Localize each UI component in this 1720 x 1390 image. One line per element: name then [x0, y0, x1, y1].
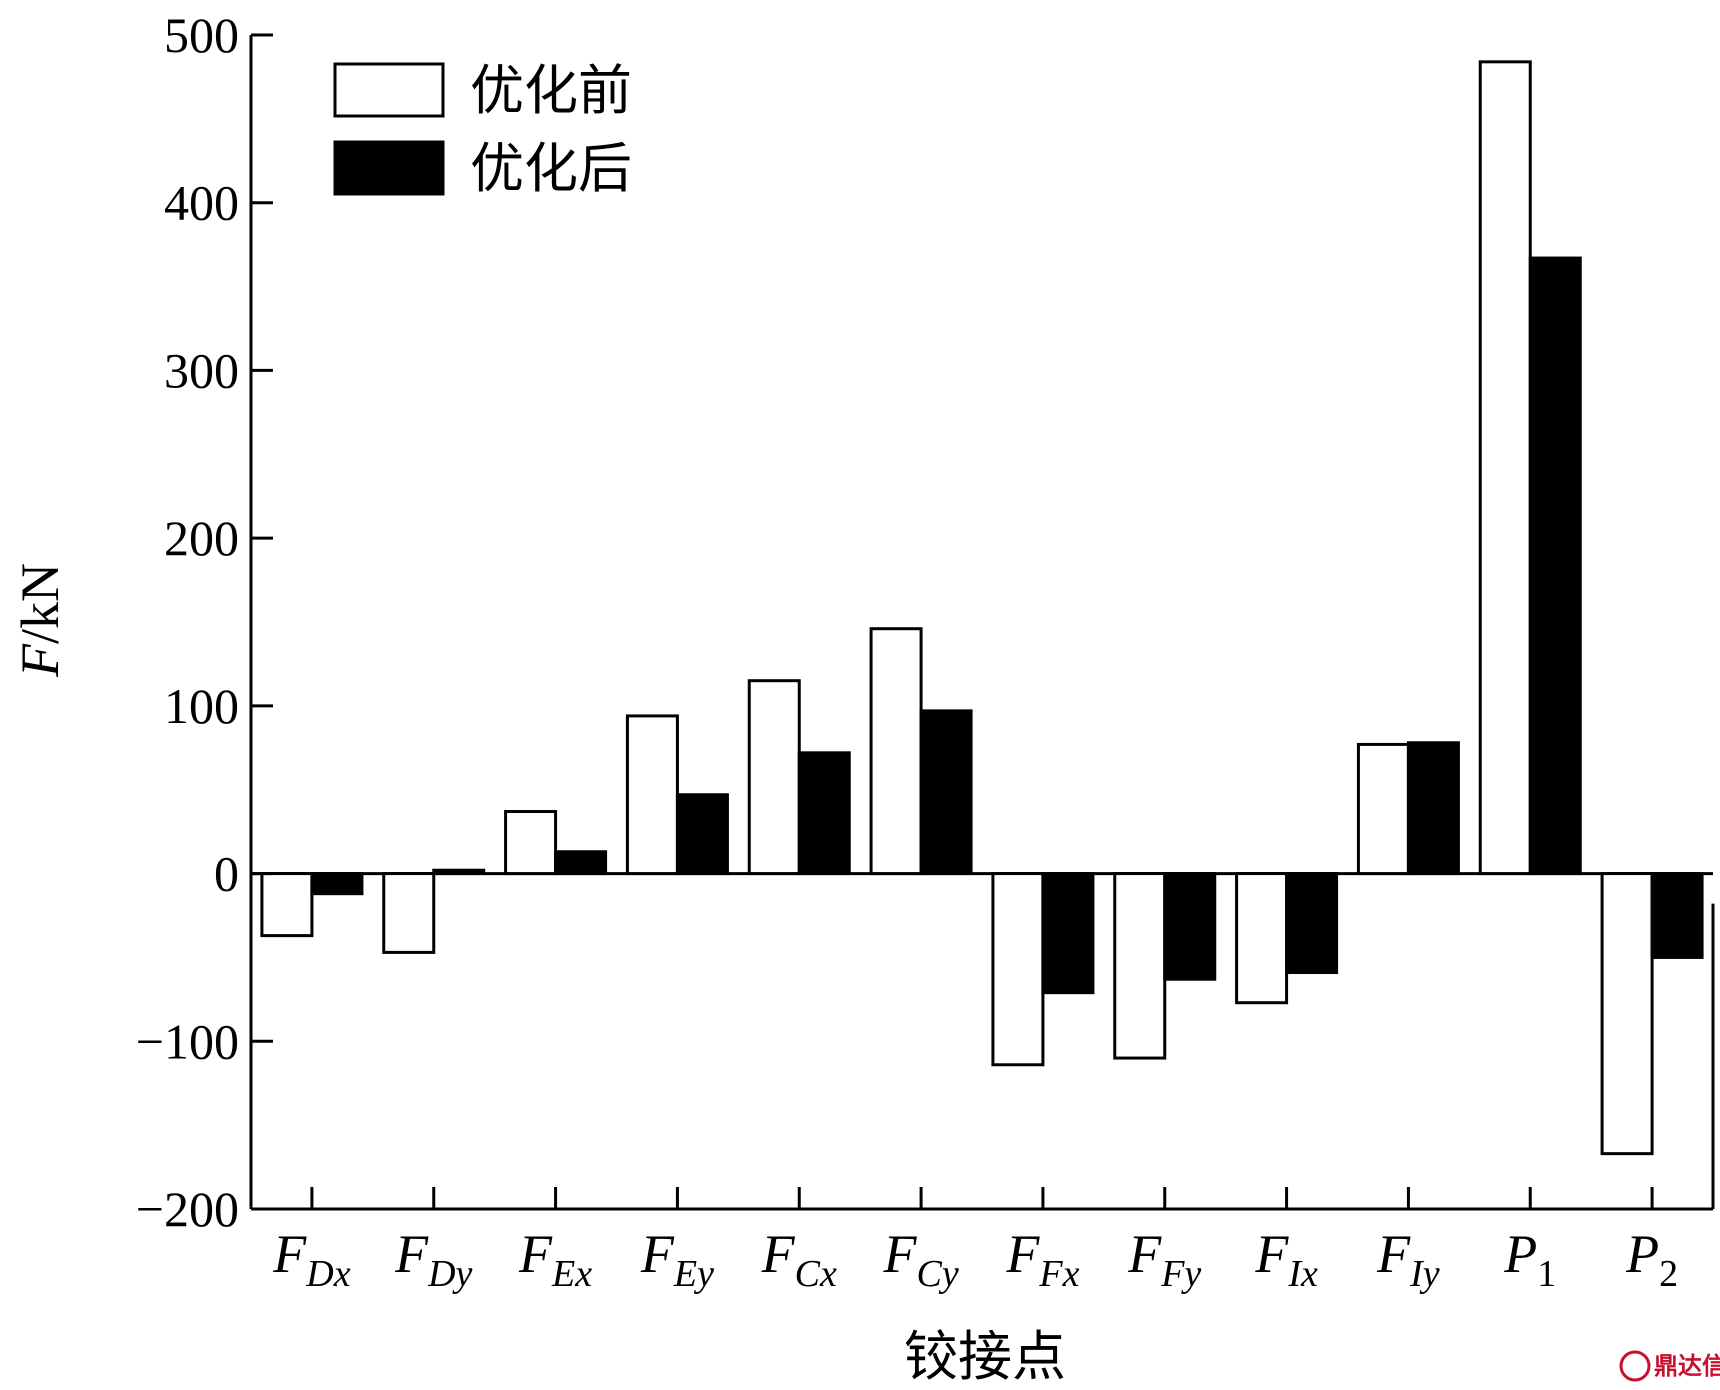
bar-before-7 [1113, 872, 1167, 1060]
y-tick-label: 0 [214, 846, 239, 902]
bar-after-10 [1528, 256, 1582, 876]
legend-label-1: 优化后 [470, 139, 632, 199]
y-tick-label: 200 [164, 510, 239, 566]
bar-after-8 [1285, 872, 1339, 975]
bar-after-11 [1650, 872, 1704, 959]
x-category-label: FEx [518, 1224, 592, 1295]
bar-before-8 [1235, 872, 1289, 1005]
x-category-label: FFy [1127, 1224, 1201, 1295]
bar-before-3 [625, 714, 679, 876]
bar-after-2 [554, 850, 608, 876]
legend-swatch-0 [333, 62, 445, 118]
y-tick-label: −200 [136, 1181, 239, 1237]
bar-after-6 [1041, 872, 1095, 995]
x-category-label: FEy [640, 1224, 714, 1295]
x-category-label: FIx [1254, 1224, 1318, 1295]
x-category-label: FCy [882, 1224, 958, 1295]
y-tick-label: 400 [164, 175, 239, 231]
bar-before-4 [747, 679, 801, 876]
watermark-text: 鼎达信 [1654, 1352, 1720, 1380]
logo-circle-icon [1619, 1350, 1651, 1382]
bar-after-0 [310, 872, 364, 896]
y-tick-label: 300 [164, 342, 239, 398]
legend-swatch-1 [333, 140, 445, 196]
x-category-labels: FDx FDy FEx FEy FCx FCy FFx FFy FIx FIy P1 P2 [272, 1224, 1678, 1295]
bar-after-5 [919, 709, 973, 876]
legend-label-0: 优化前 [470, 61, 632, 121]
x-category-label: P1 [1503, 1224, 1556, 1295]
bar-before-5 [869, 627, 923, 876]
bar-after-3 [675, 793, 729, 876]
bar-after-4 [797, 751, 851, 876]
bar-before-10 [1478, 60, 1532, 876]
bar-after-1 [432, 868, 486, 876]
bar-before-2 [504, 810, 558, 876]
x-category-label: FDy [394, 1224, 472, 1295]
axes [249, 35, 1715, 1211]
bar-before-11 [1600, 872, 1654, 1156]
x-category-label: FCx [761, 1224, 837, 1295]
bar-before-6 [991, 872, 1045, 1067]
watermark: 鼎达信 [1619, 1350, 1720, 1382]
bar-after-9 [1406, 741, 1460, 876]
y-axis-title: F/kN [10, 563, 70, 678]
bars [260, 60, 1704, 1156]
x-category-label: FIy [1376, 1224, 1440, 1295]
y-tick-label: 500 [164, 7, 239, 63]
x-axis-title: 铰接点 [904, 1327, 1066, 1387]
y-tick-label: 100 [164, 678, 239, 734]
bar-before-1 [382, 872, 436, 954]
y-tick-label: −100 [136, 1013, 239, 1069]
bar-after-7 [1163, 872, 1217, 981]
y-ticks: −200 −100 0 100 200 300 400 500 [136, 7, 273, 1237]
x-category-label: FDx [272, 1224, 350, 1295]
x-category-label: FFx [1005, 1224, 1079, 1295]
bar-before-0 [260, 872, 314, 938]
bar-before-9 [1356, 742, 1410, 876]
x-category-label: P2 [1625, 1224, 1678, 1295]
